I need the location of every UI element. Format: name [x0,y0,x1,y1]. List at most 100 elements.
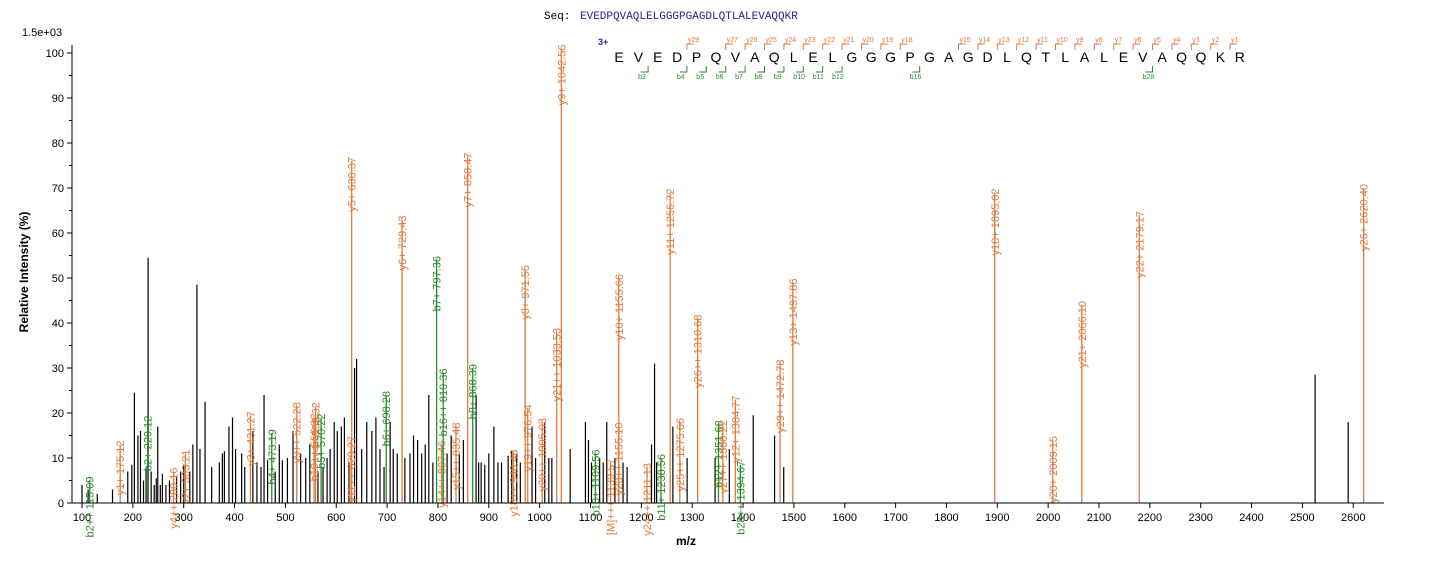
sequence-residue: T [1042,49,1051,65]
y-tick-label: 30 [52,363,64,375]
b-ion-marker: b10 [793,74,805,81]
x-tick-label: 1400 [731,512,755,524]
b-ion-bracket [757,66,765,73]
sequence-residue: A [944,49,954,65]
sequence-residue: E [808,49,817,65]
y-tick-label: 10 [52,453,64,465]
sequence-residue: D [672,49,682,65]
y-ion-marker: y9 [1076,37,1084,44]
peak-label: y25++ 1275.66 [675,418,687,491]
sequence-residue: Q [1196,49,1207,65]
y-ion-marker: y13 [998,37,1009,44]
peak-label: b2++ 115.09 [85,477,97,538]
b-ion-bracket [718,66,727,73]
axis-ticks: 100 200 300 400 500 600 700 800 900 1000 1100 1200 1… [46,48,1366,524]
x-tick-label: 1600 [833,512,857,524]
sequence-residue: L [829,49,837,65]
y-tick-label: 90 [52,93,64,105]
sequence-residue: G [846,49,857,65]
b-ion-marker: b16 [910,74,922,81]
y-ion-marker: y10 [1057,37,1068,44]
x-tick-label: 2400 [1239,512,1263,524]
peak-label: y1+ 175.12 [115,441,127,496]
x-tick-label: 1300 [680,512,704,524]
peak-label: y18+ 1895.02 [990,189,1002,256]
sequence-residue: A [1080,49,1090,65]
x-tick-label: 2100 [1087,512,1111,524]
y-ion-bracket [822,43,830,50]
sequence-residue: L [1100,49,1108,65]
x-tick-label: 600 [327,512,345,524]
b-ion-marker: b4 [677,74,685,81]
y-ion-marker: y12 [1018,37,1029,44]
x-axis-title: m/z [676,534,696,548]
y-ion-bracket [1113,43,1121,50]
sequence-residue: Q [711,49,722,65]
sequence-value: EVEDPQVAQLELGGGPGAGDLQTLALEVAQQKR [580,11,798,23]
sequence-residue: A [750,49,760,65]
sequence-residue: Q [1021,49,1032,65]
x-tick-label: 800 [429,512,447,524]
b-ion-bracket [641,66,649,73]
b-ion-bracket [679,66,688,73]
x-tick-label: 900 [480,512,498,524]
y-ion-marker: y14 [979,37,990,44]
b-ion-bracket [815,66,824,73]
y-tick-label: 60 [52,228,64,240]
y-ion-bracket [1016,43,1024,50]
y-ion-bracket [1229,43,1238,50]
y-ion-marker: y6 [1134,37,1142,44]
y-ion-bracket [1190,43,1199,50]
sequence-residue: G [963,49,974,65]
y-ion-marker: y18 [901,37,912,44]
sequence-residue: P [905,49,914,65]
peak-label: y27++ 1360.22 [718,420,730,493]
x-tick-label: 2200 [1138,512,1162,524]
peak-label: b5+ 570.22 [316,414,328,469]
y-ion-marker: y26 [746,37,757,44]
peak-label: y4++ 280.16 [169,468,181,529]
x-tick-label: 1200 [629,512,653,524]
b-ion-bracket [835,66,843,73]
b-ion-marker: b28 [1143,74,1155,81]
y-ion-bracket [861,43,869,50]
b-ion-bracket [796,66,804,73]
b-ion-bracket [776,66,785,73]
sequence-residue: G [866,49,877,65]
sequence-residue: Q [1176,49,1187,65]
x-tick-label: 100 [73,512,91,524]
b-ion-marker: b12 [832,74,844,81]
sequence-residue: P [692,49,701,65]
y-ion-bracket [1152,43,1160,50]
peak-label: y5+ 630.37 [347,157,359,212]
y-ion-bracket [802,43,811,50]
x-tick-label: 1900 [985,512,1009,524]
peak-label: y9++ 522.28 [292,402,304,463]
peak-label: y10+ 1155.66 [614,274,626,340]
peak-label: b2+ 229.12 [143,416,155,471]
b-ion-bracket [699,66,707,73]
y-ion-bracket [880,43,888,50]
x-tick-label: 2000 [1036,512,1060,524]
y-ion-marker: y25 [766,37,777,44]
y-ion-bracket [744,43,753,50]
y-ion-bracket [841,43,850,50]
peak-label: y24++ 1211.13 [642,463,654,536]
y-ion-marker: y21 [843,37,854,44]
x-tick-label: 2600 [1341,512,1365,524]
y-ion-bracket [1171,43,1179,50]
b-ion-marker: b9 [774,74,782,81]
sequence-residue: E [653,49,662,65]
b-ion-marker: b7 [735,74,743,81]
y-ion-marker: y5 [1154,37,1162,44]
peak-label: b6+ 698.28 [381,391,393,446]
y-ion-bracket [977,43,985,50]
peak-label: y26+ 2620.40 [1359,184,1371,251]
peak-label: y4+ 559.32 [311,402,323,457]
b-ion-bracket [1145,66,1153,73]
y-ion-marker: y23 [804,37,815,44]
y-ion-bracket [725,43,733,50]
sequence-residue: E [614,49,623,65]
y-ion-bracket [1210,43,1218,50]
